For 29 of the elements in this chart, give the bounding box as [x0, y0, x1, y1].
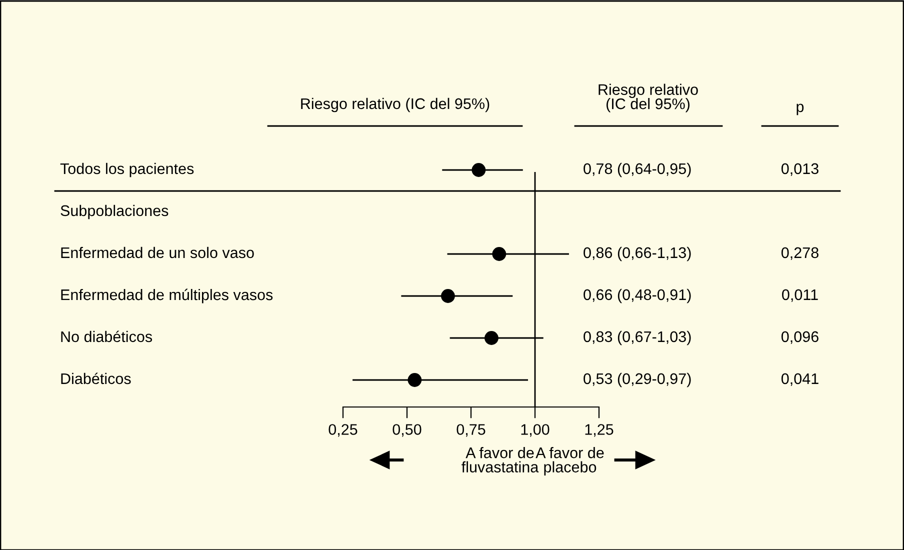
point	[472, 163, 486, 177]
x-tick-label: 0,75	[456, 424, 486, 437]
y-tick-label: Todos los pacientes	[60, 162, 194, 178]
y-tick-label: Enfermedad de múltiples vasos	[61, 288, 273, 304]
x-tick-label: 0,25	[328, 424, 358, 437]
data-label: 0,78 (0,64-0,95)	[584, 162, 691, 178]
data-label: 0,66 (0,48-0,91)	[584, 288, 691, 304]
text: 0,011	[782, 289, 818, 302]
y-tick-label: No diabéticos	[61, 330, 152, 342]
point	[408, 373, 422, 387]
text: p	[796, 104, 804, 116]
text: 0,096	[781, 331, 818, 344]
point	[484, 331, 498, 345]
chart-title: Riesgo relativo (IC del 95%)	[301, 98, 490, 112]
y-tick-label: Enfermedad de un solo vaso	[61, 246, 254, 258]
text: 0,041	[781, 373, 818, 386]
text: Riesgo relativo (IC del 95%)	[598, 84, 698, 112]
data-label: 0,53 (0,29-0,97)	[584, 372, 691, 388]
y-tick-label: Diabéticos	[61, 372, 131, 384]
text: 0,278	[781, 247, 818, 260]
point	[492, 247, 506, 261]
text: 0,013	[781, 163, 818, 176]
point	[441, 289, 455, 303]
x-tick-label: 1,25	[585, 424, 614, 437]
data-label: 0,86 (0,66-1,13)	[584, 246, 691, 262]
y-tick-label: Subpoblaciones	[60, 204, 168, 220]
x-tick-label: 0,50	[392, 424, 422, 437]
data-label: 0,83 (0,67-1,03)	[584, 330, 691, 346]
x-tick-label: 1,00	[521, 424, 550, 437]
